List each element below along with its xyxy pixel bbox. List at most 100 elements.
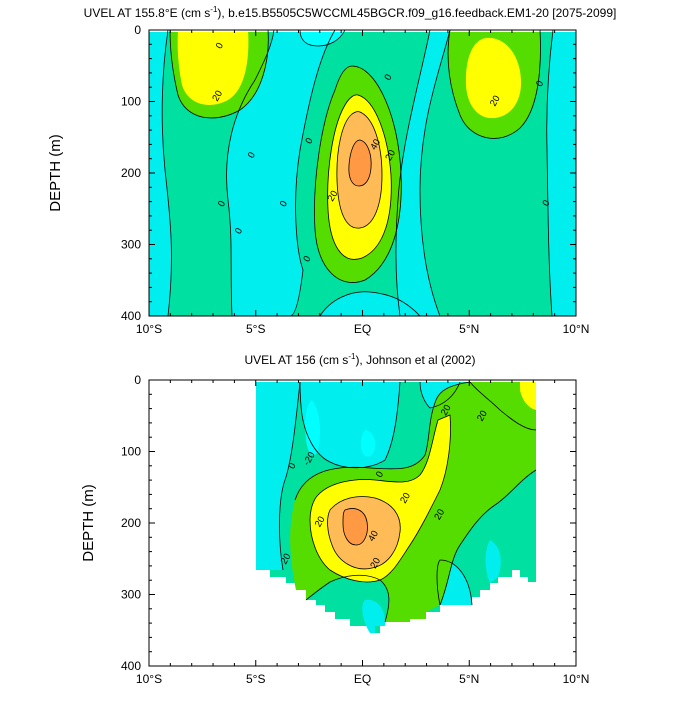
bottom-contour-20-main xyxy=(294,381,471,501)
contour-label: 0 xyxy=(301,254,313,264)
top-fill-neg-farright xyxy=(546,30,576,316)
x-tick-label: 10°S xyxy=(136,672,162,686)
bottom-contour-lines xyxy=(279,381,537,623)
contour-label: 40 xyxy=(366,529,381,544)
bottom-fill-neg-bottom xyxy=(362,599,385,633)
contour-label: 20 xyxy=(432,507,447,522)
top-contour-mid-0a xyxy=(226,29,275,317)
x-tick-label: 5°N xyxy=(459,672,479,686)
bottom-contour-60 xyxy=(327,496,401,570)
bottom-contour-neg-low xyxy=(436,559,473,606)
bottom-contour-20-right xyxy=(439,469,537,606)
contour-label: 0 xyxy=(278,199,290,209)
top-contour-mid-0b xyxy=(289,29,336,317)
bottom-plot-fill xyxy=(256,382,536,633)
top-contour-right-0a xyxy=(395,29,431,317)
x-tick-label: 5°S xyxy=(246,672,265,686)
bottom-contour-40 xyxy=(309,414,451,583)
top-fill-neg-right xyxy=(395,30,450,316)
top-fill-neg-cap xyxy=(300,30,345,46)
top-contour-right-0c xyxy=(546,29,554,317)
y-tick-label: 400 xyxy=(121,659,141,673)
contour-label: 0 xyxy=(540,198,552,208)
top-fill-40-left xyxy=(177,30,249,105)
top-contour-mid-80 xyxy=(348,139,372,187)
top-plot-fill xyxy=(149,30,576,316)
top-contour-mid-40 xyxy=(327,94,392,260)
y-tick-label: 300 xyxy=(121,238,141,252)
top-contour-bottom-0 xyxy=(319,291,421,317)
contour-label: 0 xyxy=(216,199,228,209)
contour-label: 20 xyxy=(488,94,503,109)
y-tick-label: 0 xyxy=(134,373,141,387)
contour-label: 0 xyxy=(233,226,245,236)
top-contour-mid-20 xyxy=(314,65,402,283)
x-tick-label: EQ xyxy=(354,322,371,336)
x-tick-label: 10°N xyxy=(563,322,590,336)
contour-label: 20 xyxy=(326,189,341,204)
top-chart-title: UVEL AT 155.8°E (cm s-1), b.e15.B5505C5W… xyxy=(84,5,617,20)
top-y-axis-title: DEPTH (m) xyxy=(47,134,64,212)
contour-label: 0 xyxy=(286,461,298,471)
x-tick-label: 10°S xyxy=(136,322,162,336)
contour-label: 0 xyxy=(534,79,546,89)
top-contour-left-20 xyxy=(169,29,269,119)
x-tick-label: 5°N xyxy=(459,322,479,336)
bottom-contour-0-mid xyxy=(299,381,401,469)
bottom-fill-20-top xyxy=(470,382,536,430)
top-panel: UVEL AT 155.8°E (cm s-1), b.e15.B5505C5W… xyxy=(47,5,616,336)
y-tick-label: 0 xyxy=(134,23,141,37)
bottom-chart-title: UVEL AT 156 (cm s-1), Johnson et al (200… xyxy=(244,352,475,367)
top-contour-mid-60 xyxy=(336,111,383,229)
y-tick-label: 100 xyxy=(121,95,141,109)
y-tick-label: 100 xyxy=(121,445,141,459)
bottom-contour-20-top xyxy=(469,381,537,431)
contour-label: 20 xyxy=(398,491,413,506)
contour-label: 20 xyxy=(279,552,294,567)
top-fill-neg-mid xyxy=(226,30,335,316)
top-contour-right-0b xyxy=(419,29,451,317)
contour-label: 0 xyxy=(382,72,394,82)
top-contour-right-20 xyxy=(447,29,541,139)
bottom-contour-20-lower xyxy=(305,574,390,623)
bottom-fill-neg-mid-deep xyxy=(305,400,320,456)
y-tick-label: 300 xyxy=(121,588,141,602)
top-fill-80-mid xyxy=(348,140,372,186)
x-tick-label: EQ xyxy=(354,672,371,686)
bottom-fill-80 xyxy=(343,508,368,545)
bottom-fill-40-top xyxy=(520,382,536,410)
top-contour-cap-0 xyxy=(299,29,346,47)
top-x-axis: 10°S 5°S EQ 5°N 10°N xyxy=(136,30,589,336)
x-tick-label: 10°N xyxy=(563,672,590,686)
bottom-x-axis: 10°S 5°S EQ 5°N 10°N xyxy=(136,380,589,686)
top-fill-neg-bottom xyxy=(320,291,420,316)
bottom-y-axis-title: DEPTH (m) xyxy=(80,484,97,562)
contour-label: 0 xyxy=(374,470,386,480)
x-tick-label: 5°S xyxy=(246,322,265,336)
contour-label: 20 xyxy=(475,409,490,424)
bottom-contour-0-left xyxy=(279,381,301,571)
bottom-contour-neg-right xyxy=(419,381,461,409)
bottom-fill-neg-lowright2 xyxy=(485,540,501,583)
bottom-contour-80 xyxy=(342,508,368,546)
contour-label: 20 xyxy=(313,514,328,529)
bottom-fill-neg-left xyxy=(256,382,300,570)
contour-label: 0 xyxy=(303,136,315,146)
top-fill-40-right xyxy=(465,37,522,119)
contour-label: 40 xyxy=(368,137,383,152)
contour-label: 0 xyxy=(246,150,258,160)
contour-label: 20 xyxy=(439,403,454,418)
contour-label: 20 xyxy=(368,556,383,571)
bottom-panel: UVEL AT 156 (cm s-1), Johnson et al (200… xyxy=(80,352,589,686)
y-tick-label: 400 xyxy=(121,309,141,323)
top-contour-left-0 xyxy=(161,29,172,317)
bottom-fill-neg-mid-deep2 xyxy=(360,430,376,457)
y-tick-label: 200 xyxy=(121,516,141,530)
contour-label: 20 xyxy=(210,89,225,104)
contour-label: 20 xyxy=(383,148,398,163)
